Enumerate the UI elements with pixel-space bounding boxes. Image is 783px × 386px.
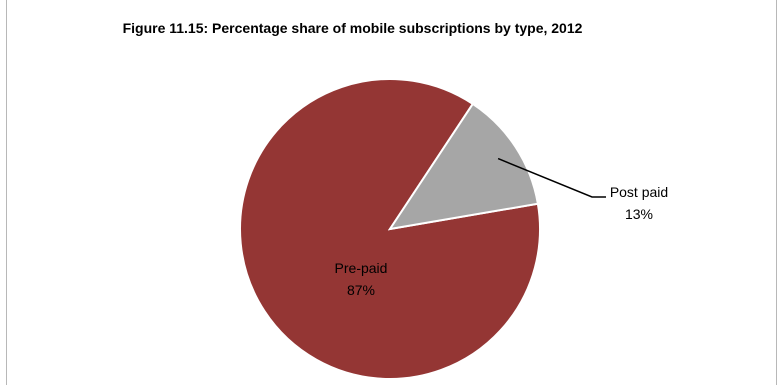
slice-label-pre-paid-value: 87% <box>347 282 375 298</box>
slice-label-post-paid-name: Post paid <box>610 184 668 200</box>
pie-slices <box>239 78 541 380</box>
chart-title: Figure 11.15: Percentage share of mobile… <box>122 20 583 36</box>
slice-label-post-paid-value: 13% <box>625 206 653 222</box>
leader-lines <box>497 157 606 198</box>
chart-frame: Figure 11.15: Percentage share of mobile… <box>6 0 777 385</box>
slice-label-pre-paid-name: Pre-paid <box>335 260 388 276</box>
pie-slice-post-paid <box>387 102 540 231</box>
leader-line-post-paid <box>497 157 606 198</box>
slice-labels: Post paid 13% Pre-paid 87% <box>335 184 669 298</box>
